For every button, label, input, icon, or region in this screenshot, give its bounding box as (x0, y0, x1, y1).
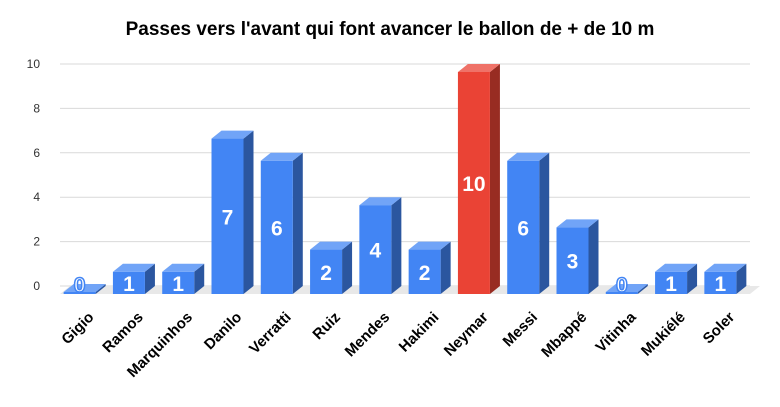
bar-mukiélé: 1 (655, 263, 698, 296)
bar-soler: 1 (704, 263, 747, 296)
bar-mbappé: 3 (556, 219, 599, 294)
data-label: 1 (123, 273, 135, 296)
bar-top (162, 263, 205, 272)
data-label: 3 (567, 251, 579, 274)
bar-top (63, 284, 106, 292)
bar-front (162, 271, 195, 294)
bar-side (489, 64, 500, 294)
bar-hakimi: 2 (408, 241, 451, 294)
data-label: 0 (616, 274, 628, 297)
bar-top (457, 64, 500, 72)
data-label: 6 (271, 217, 283, 240)
bar-front (310, 249, 343, 294)
data-label: 10 (462, 173, 485, 196)
x-category-label: Neymar (441, 309, 492, 360)
x-category-label: Messi (500, 309, 542, 351)
x-category-label: Danilo (201, 309, 245, 353)
bar-ruiz: 2 (310, 241, 353, 294)
bar-ramos: 1 (112, 263, 155, 296)
bar-front (260, 160, 293, 294)
bar-front (507, 160, 540, 294)
chart-title: Passes vers l'avant qui font avancer le … (125, 19, 655, 40)
bar-top (507, 152, 550, 161)
bar-danilo: 7 (211, 130, 254, 294)
bar-side (687, 263, 698, 294)
bar-top (704, 263, 747, 272)
bar-top (260, 152, 303, 161)
bar-neymar: 10 (457, 64, 500, 294)
x-category-label: Gigio (58, 309, 97, 348)
bar-side (292, 152, 303, 294)
bar-side (342, 241, 353, 294)
bar-side (539, 152, 550, 294)
x-category-label: Mendes (342, 309, 394, 361)
bar-vitinha: 0 (605, 273, 648, 298)
data-label: 2 (320, 262, 332, 285)
x-category-label: Vitinha (592, 308, 640, 356)
bar-top (112, 263, 155, 272)
data-label: 1 (715, 273, 727, 296)
data-label: 0 (74, 274, 86, 297)
bar-front (556, 227, 589, 294)
bar-verratti: 6 (260, 152, 303, 294)
y-tick-label: 6 (33, 146, 40, 160)
x-category-label: Ramos (99, 309, 146, 356)
x-category-label: Verratti (246, 309, 295, 358)
bar-front (112, 271, 145, 294)
bar-front (408, 249, 441, 294)
data-label: 1 (665, 273, 677, 296)
x-category-label: Mukiélé (638, 309, 689, 360)
data-label: 1 (172, 273, 184, 296)
bar-marquinhos: 1 (162, 263, 205, 296)
bar-side (95, 284, 106, 294)
x-category-label: Soler (700, 309, 739, 348)
bar-front (359, 205, 392, 294)
bar-side (194, 263, 205, 294)
y-axis: 0 2 4 6 8 10 (27, 57, 41, 293)
bar-top (310, 241, 353, 250)
bar-top (655, 263, 698, 272)
bar-side (391, 197, 402, 294)
bars: 0 1 1 7 6 2 4 2 10 6 3 0 1 1 (63, 64, 747, 298)
bar-front (457, 72, 490, 294)
bar-front (211, 138, 244, 294)
bar-gigio: 0 (63, 273, 106, 298)
y-tick-label: 4 (33, 190, 40, 204)
y-tick-label: 8 (33, 101, 40, 115)
data-label: 2 (419, 262, 431, 285)
x-category-label: Ruiz (309, 309, 343, 343)
bar-front (63, 292, 96, 294)
y-tick-label: 0 (33, 279, 40, 293)
bar-mendes: 4 (359, 197, 402, 294)
data-label: 7 (222, 206, 234, 229)
x-category-label: Mbappé (538, 309, 590, 361)
y-tick-label: 2 (33, 235, 40, 249)
bar-side (144, 263, 155, 294)
bar-top (359, 197, 402, 206)
data-label: 4 (370, 240, 382, 263)
bar-front (655, 271, 688, 294)
bar-top (605, 284, 648, 292)
data-label: 6 (517, 217, 529, 240)
y-tick-label: 10 (27, 57, 41, 71)
bar-messi: 6 (507, 152, 550, 294)
bar-side (588, 219, 599, 294)
x-category-label: Hakimi (396, 309, 443, 356)
bar-top (211, 130, 254, 139)
bar-front (605, 292, 638, 294)
bar-side (637, 284, 648, 294)
bar-front (704, 271, 737, 294)
bar-side (440, 241, 451, 294)
bar-top (556, 219, 599, 228)
bar-top (408, 241, 451, 250)
bar-side (243, 130, 254, 294)
bar-side (736, 263, 747, 294)
